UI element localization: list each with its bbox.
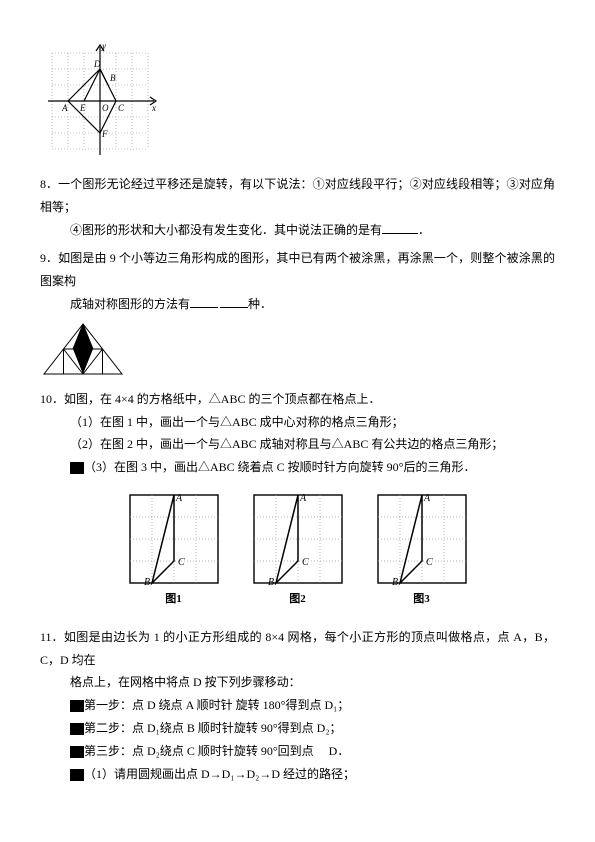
q8-period: ．	[418, 223, 430, 237]
svg-text:A: A	[175, 493, 183, 504]
question-8: 8．一个图形无论经过平移还是旋转，有以下说法：①对应线段平行；②对应线段相等；③…	[40, 173, 555, 241]
pt-F: F	[101, 129, 108, 139]
q10-p3-wrap: （3）在图 3 中，画出△ABC 绕着点 C 按顺时针方向旋转 90°后的三角形…	[40, 456, 555, 479]
fig2-wrap: A B C 图2	[250, 491, 346, 610]
q10-p2: （2）在图 2 中，画出一个与△ABC 成轴对称且与△ABC 有公共边的格点三角…	[40, 433, 555, 456]
pt-O: O	[102, 103, 109, 113]
pt-D: D	[93, 59, 101, 69]
svg-text:B: B	[268, 577, 274, 587]
q11-s2: 第二步：点 D₁绕点 B 顺时针旋转 90°得到点 D₂；	[84, 721, 342, 735]
q11-s2-wrap: 第二步：点 D₁绕点 B 顺时针旋转 90°得到点 D₂；	[40, 717, 555, 740]
question-10: 10．如图，在 4×4 的方格纸中，△ABC 的三个顶点都在格点上． （1）在图…	[40, 388, 555, 479]
black-tri-2	[73, 324, 93, 349]
redact-bar-4	[70, 746, 84, 758]
svg-text:C: C	[178, 557, 185, 568]
grid-fig-1: A B C	[126, 491, 222, 587]
pt-B: B	[110, 73, 116, 83]
q9-line2b: 种．	[248, 297, 272, 311]
q10-p3: （3）在图 3 中，画出△ABC 绕着点 C 按顺时针方向旋转 90°后的三角形…	[84, 460, 475, 474]
q11-p1-wrap: （1）请用圆规画出点 D→D₁→D₂→D 经过的路径；	[40, 763, 555, 786]
question-9: 9．如图是由 9 个小等边三角形构成的图形，其中已有两个被涂黑，再涂黑一个，则整…	[40, 247, 555, 315]
q11-line1: 如图是由边长为 1 的小正方形组成的 8×4 网格，每个小正方形的顶点叫做格点，…	[40, 630, 555, 667]
pt-A: A	[61, 103, 68, 113]
black-tri-1	[73, 349, 93, 374]
svg-text:B: B	[392, 577, 398, 587]
redact-bar-3	[70, 723, 84, 735]
q9-line1: 如图是由 9 个小等边三角形构成的图形，其中已有两个被涂黑，再涂黑一个，则整个被…	[40, 251, 555, 288]
grid-fig-2: A B C	[250, 491, 346, 587]
q8-line2-wrap: ④图形的形状和大小都没有发生变化．其中说法正确的是有 ．	[40, 219, 555, 242]
question-11: 11．如图是由边长为 1 的小正方形组成的 8×4 网格，每个小正方形的顶点叫做…	[40, 626, 555, 786]
svg-text:A: A	[299, 493, 307, 504]
q9-num: 9．	[40, 247, 58, 270]
q9-blank1	[190, 295, 218, 308]
nine-triangles-svg	[40, 322, 126, 378]
svg-text:C: C	[426, 557, 433, 568]
q11-s3: 第三步：点 D₂绕点 C 顺时针旋转 90°回到点 D．	[84, 744, 349, 758]
q9-figure	[40, 322, 555, 378]
fig3-label: 图3	[374, 589, 470, 610]
q9-line2a: 成轴对称图形的方法有	[70, 297, 190, 311]
q10-figures: A B C 图1 A B C 图2	[40, 491, 555, 610]
q10-p1: （1）在图 1 中，画出一个与△ABC 成中心对称的格点三角形；	[40, 411, 555, 434]
q11-line2: 格点上，在网格中将点 D 按下列步骤移动：	[40, 671, 555, 694]
axis-y-label: y	[101, 41, 106, 51]
redact-bar-2	[70, 700, 84, 712]
q11-num: 11．	[40, 626, 64, 649]
q8-blank	[382, 221, 418, 234]
q9-blank2	[220, 295, 248, 308]
axis-x-label: x	[151, 103, 156, 113]
coord-grid-svg: y x D B A E O C F	[40, 41, 160, 161]
pt-C: C	[118, 103, 125, 113]
svg-text:A: A	[423, 493, 431, 504]
q11-p1: （1）请用圆规画出点 D→D₁→D₂→D 经过的路径；	[84, 767, 355, 781]
q11-s1: 第一步：点 D 绕点 A 顺时针 旋转 180°得到点 D₁；	[84, 698, 349, 712]
grid-fig-3: A B C	[374, 491, 470, 587]
svg-text:C: C	[302, 557, 309, 568]
fig3-wrap: A B C 图3	[374, 491, 470, 610]
redact-bar-1	[70, 462, 84, 474]
fig1-wrap: A B C 图1	[126, 491, 222, 610]
q10-text: 如图，在 4×4 的方格纸中，△ABC 的三个顶点都在格点上．	[64, 392, 380, 406]
fig1-label: 图1	[126, 589, 222, 610]
redact-bar-5	[70, 769, 84, 781]
q11-s3-wrap: 第三步：点 D₂绕点 C 顺时针旋转 90°回到点 D．	[40, 740, 555, 763]
fig2-label: 图2	[250, 589, 346, 610]
pt-E: E	[79, 103, 86, 113]
q9-line2-wrap: 成轴对称图形的方法有 种．	[40, 293, 555, 316]
q8-line2: ④图形的形状和大小都没有发生变化．其中说法正确的是有	[70, 223, 382, 237]
q11-s1-wrap: 第一步：点 D 绕点 A 顺时针 旋转 180°得到点 D₁；	[40, 694, 555, 717]
q10-num: 10．	[40, 388, 64, 411]
q8-num: 8．	[40, 173, 58, 196]
q8-line1: 一个图形无论经过平移还是旋转，有以下说法：①对应线段平行；②对应线段相等；③对应…	[40, 177, 555, 214]
svg-text:B: B	[144, 577, 150, 587]
q7-figure: y x D B A E O C F	[40, 41, 555, 161]
